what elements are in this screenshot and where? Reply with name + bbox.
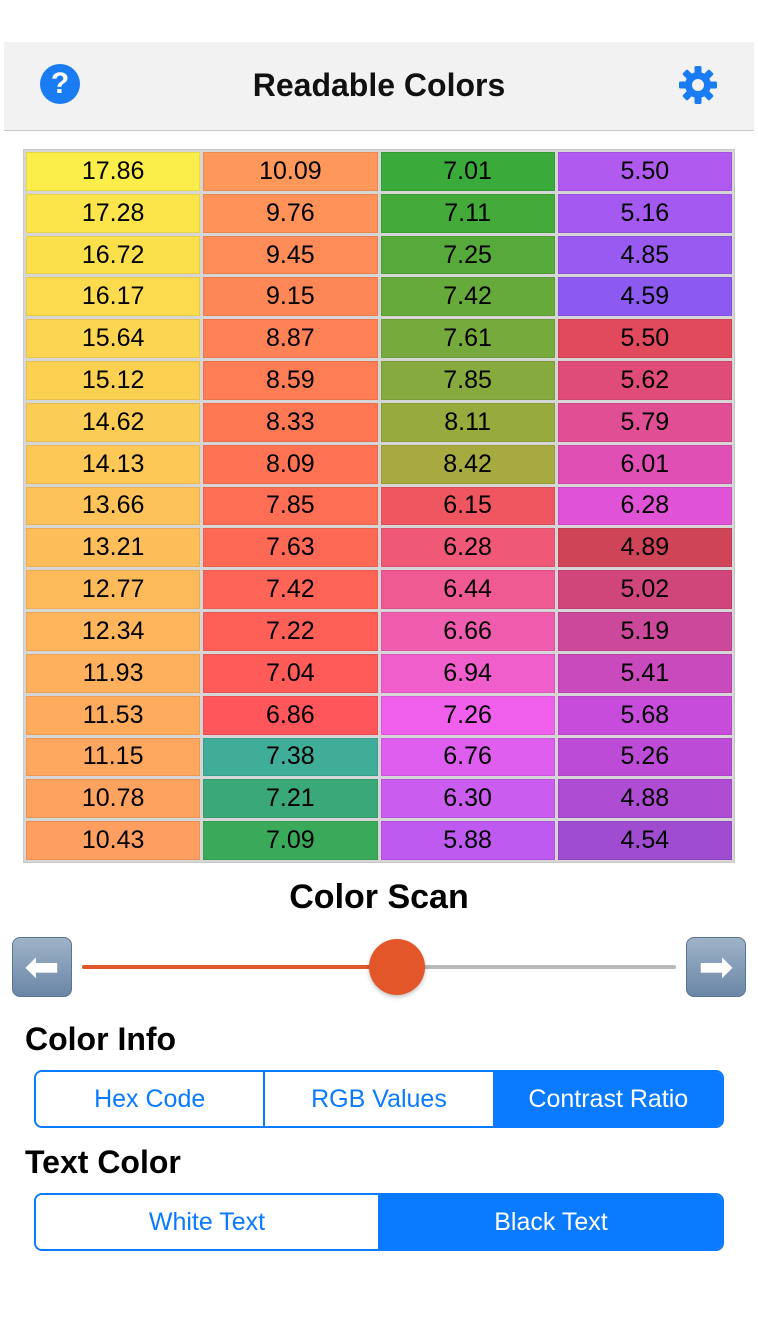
color-cell[interactable]: 7.85 — [203, 486, 378, 526]
color-cell[interactable]: 7.85 — [380, 361, 555, 400]
color-cell[interactable]: 14.13 — [26, 444, 201, 484]
color-cell[interactable]: 6.94 — [380, 653, 555, 693]
color-cell[interactable]: 6.15 — [380, 486, 555, 526]
slider-fill — [82, 965, 397, 969]
color-cell[interactable]: 16.17 — [26, 277, 201, 317]
color-cell[interactable]: 4.89 — [557, 528, 732, 568]
color-cell[interactable]: 7.38 — [203, 737, 378, 777]
segment-black-text[interactable]: Black Text — [378, 1195, 722, 1249]
color-cell[interactable]: 12.34 — [26, 612, 201, 651]
color-cell[interactable]: 13.21 — [26, 528, 201, 568]
color-cell[interactable]: 17.28 — [26, 193, 201, 233]
color-cell[interactable]: 4.88 — [557, 779, 732, 819]
color-cell[interactable]: 6.28 — [380, 528, 555, 568]
color-cell[interactable]: 8.87 — [203, 319, 378, 359]
color-cell[interactable]: 8.59 — [203, 361, 378, 400]
color-cell[interactable]: 9.15 — [203, 277, 378, 317]
color-cell[interactable]: 8.42 — [380, 444, 555, 484]
color-cell[interactable]: 11.53 — [26, 695, 201, 735]
color-cell[interactable]: 13.66 — [26, 486, 201, 526]
color-cell[interactable]: 4.85 — [557, 235, 732, 275]
color-cell[interactable]: 16.72 — [26, 235, 201, 275]
color-cell[interactable]: 9.76 — [203, 193, 378, 233]
color-cell[interactable]: 8.11 — [380, 402, 555, 442]
left-arrow-icon: ⬅ — [24, 943, 60, 990]
color-cell[interactable]: 9.45 — [203, 235, 378, 275]
color-cell[interactable]: 7.25 — [380, 235, 555, 275]
color-cell[interactable]: 4.54 — [557, 821, 732, 860]
color-cell[interactable]: 6.66 — [380, 612, 555, 651]
segment-contrast-ratio[interactable]: Contrast Ratio — [492, 1072, 722, 1126]
color-cell[interactable]: 5.16 — [557, 193, 732, 233]
color-cell[interactable]: 7.11 — [380, 193, 555, 233]
color-scan-slider[interactable] — [82, 939, 676, 995]
color-cell[interactable]: 7.63 — [203, 528, 378, 568]
right-arrow-icon: ➡ — [698, 943, 734, 990]
settings-button[interactable] — [677, 64, 719, 106]
color-cell[interactable]: 6.30 — [380, 779, 555, 819]
color-cell[interactable]: 12.77 — [26, 570, 201, 610]
color-cell[interactable]: 6.44 — [380, 570, 555, 610]
color-cell[interactable]: 10.09 — [203, 152, 378, 191]
text-color-label: Text Color — [25, 1144, 181, 1180]
color-cell[interactable]: 6.76 — [380, 737, 555, 777]
navigation-bar: ? Readable Colors — [4, 42, 754, 131]
color-cell[interactable]: 6.86 — [203, 695, 378, 735]
color-cell[interactable]: 15.64 — [26, 319, 201, 359]
color-cell[interactable]: 7.42 — [203, 570, 378, 610]
text-color-segmented-control: White Text Black Text — [34, 1193, 724, 1251]
gear-icon — [679, 66, 717, 104]
color-cell[interactable]: 7.09 — [203, 821, 378, 860]
color-cell[interactable]: 6.01 — [557, 444, 732, 484]
color-cell[interactable]: 11.15 — [26, 737, 201, 777]
color-cell[interactable]: 7.61 — [380, 319, 555, 359]
color-cell[interactable]: 7.22 — [203, 612, 378, 651]
color-cell[interactable]: 5.02 — [557, 570, 732, 610]
color-scan-title: Color Scan — [289, 878, 469, 916]
color-cell[interactable]: 5.19 — [557, 612, 732, 651]
color-cell[interactable]: 11.93 — [26, 653, 201, 693]
page-title: Readable Colors — [252, 67, 506, 103]
segment-rgb-values[interactable]: RGB Values — [263, 1072, 493, 1126]
scan-right-button[interactable]: ➡ — [686, 937, 746, 997]
color-cell[interactable]: 5.68 — [557, 695, 732, 735]
color-cell[interactable]: 5.79 — [557, 402, 732, 442]
color-cell[interactable]: 7.04 — [203, 653, 378, 693]
segment-hex-code[interactable]: Hex Code — [36, 1072, 264, 1126]
color-cell[interactable]: 5.41 — [557, 653, 732, 693]
question-circle-icon: ? — [50, 67, 70, 100]
scan-left-button[interactable]: ⬅ — [12, 937, 72, 997]
segment-white-text[interactable]: White Text — [36, 1195, 378, 1249]
color-cell[interactable]: 7.42 — [380, 277, 555, 317]
color-cell[interactable]: 5.50 — [557, 319, 732, 359]
color-cell[interactable]: 10.43 — [26, 821, 201, 860]
slider-thumb[interactable] — [368, 939, 425, 995]
help-button[interactable]: ? — [40, 64, 80, 104]
color-cell[interactable]: 7.21 — [203, 779, 378, 819]
color-cell[interactable]: 10.78 — [26, 779, 201, 819]
color-cell[interactable]: 7.01 — [380, 152, 555, 191]
color-cell[interactable]: 14.62 — [26, 402, 201, 442]
color-cell[interactable]: 6.28 — [557, 486, 732, 526]
color-cell[interactable]: 8.09 — [203, 444, 378, 484]
color-grid: 17.86 10.09 7.01 5.50 17.28 9.76 7.11 5.16 16.72… — [23, 149, 735, 863]
color-cell[interactable]: 15.12 — [26, 361, 201, 400]
color-cell[interactable]: 5.50 — [557, 152, 732, 191]
color-cell[interactable]: 5.62 — [557, 361, 732, 400]
color-cell[interactable]: 8.33 — [203, 402, 378, 442]
color-cell[interactable]: 5.88 — [380, 821, 555, 860]
color-cell[interactable]: 7.26 — [380, 695, 555, 735]
color-info-label: Color Info — [25, 1021, 177, 1057]
color-cell[interactable]: 17.86 — [26, 152, 201, 191]
color-info-segmented-control: Hex Code RGB Values Contrast Ratio — [34, 1070, 724, 1128]
color-cell[interactable]: 5.26 — [557, 737, 732, 777]
color-cell[interactable]: 4.59 — [557, 277, 732, 317]
